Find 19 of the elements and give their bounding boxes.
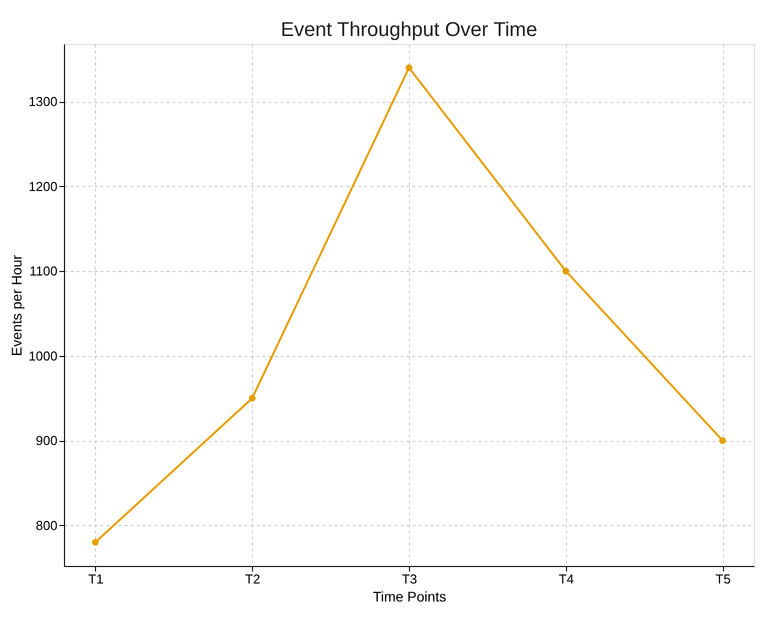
- point: [562, 268, 570, 274]
- x-tick-label: T1: [88, 572, 104, 586]
- x-tick-label: T3: [402, 572, 418, 586]
- x-tick-label: T2: [245, 572, 260, 586]
- y-tick-label: 800: [36, 518, 58, 533]
- y-axis-title: Events per Hour: [8, 254, 25, 356]
- point: [406, 64, 412, 72]
- point: [248, 394, 256, 402]
- point: [719, 437, 726, 444]
- x-tick-label: T4: [558, 572, 574, 586]
- y-tick-label: 1200: [28, 178, 58, 194]
- y-tick-label: 900: [36, 433, 58, 448]
- point: [92, 538, 99, 546]
- y-tick-label: 1300: [28, 94, 58, 110]
- x-axis-title: Time Points: [372, 588, 446, 604]
- y-tick-label: 1100: [30, 264, 58, 279]
- chart-title: Event Throughput Over Time: [280, 19, 538, 41]
- x-tick-label: T5: [716, 572, 731, 586]
- y-tick-label: 1000: [28, 348, 58, 364]
